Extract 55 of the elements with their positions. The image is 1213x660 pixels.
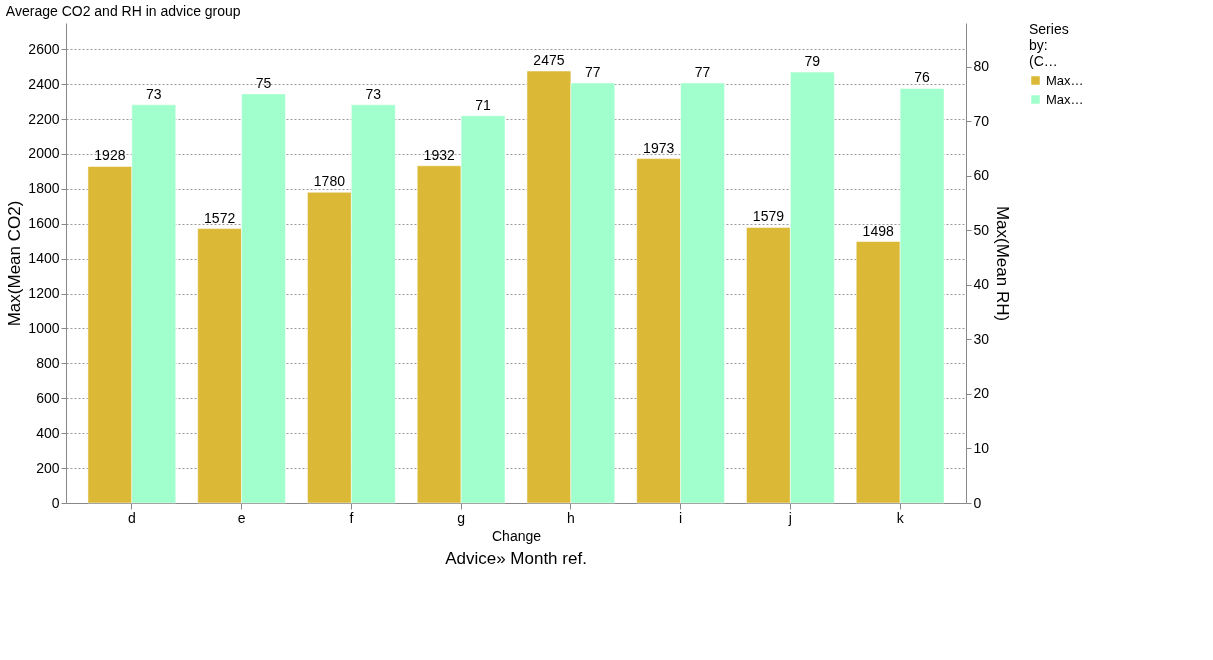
data-label: 77 [694, 64, 711, 80]
y2-tick-label: 0 [973, 494, 982, 511]
y2-tick-label: 20 [973, 385, 990, 402]
x-tick-label: k [896, 509, 905, 526]
data-label: 76 [914, 69, 931, 86]
y-axis-title: Max(Mean CO2) [5, 200, 25, 327]
legend-label: Max… [1046, 72, 1084, 88]
data-label: 1579 [752, 208, 785, 225]
x-tick-label: g [457, 509, 466, 526]
data-label: 2475 [533, 52, 565, 68]
legend-title: Series by: (C… [1029, 21, 1069, 69]
data-label: 77 [585, 64, 601, 80]
data-label: 71 [475, 96, 492, 113]
data-label: 79 [804, 53, 821, 70]
x-tick-label: e [237, 509, 246, 526]
y2-tick-label: 70 [973, 112, 990, 129]
y-tick-label: 1400 [28, 250, 60, 267]
y-tick-label: 600 [36, 389, 60, 406]
y-tick-label: 2400 [28, 75, 60, 92]
y2-tick-label: 50 [973, 221, 990, 238]
x-tick-label: h [566, 509, 575, 526]
x-tick-label: i [679, 509, 683, 526]
y-tick-label: 2200 [28, 110, 60, 127]
data-label: 75 [255, 74, 272, 91]
y-tick-label: 2600 [28, 40, 60, 57]
y-tick-label: 1000 [28, 319, 60, 336]
x-axis-title: Change [491, 527, 542, 544]
y-tick-label: 400 [36, 424, 60, 441]
data-label: 73 [146, 85, 162, 102]
y2-tick-label: 60 [973, 167, 990, 184]
x-tick-label: f [349, 509, 354, 526]
y2-tick-label: 10 [973, 439, 990, 456]
text: Advice» Month ref. [445, 549, 587, 568]
y-tick-label: 800 [36, 354, 60, 371]
data-label: 1928 [94, 147, 126, 164]
y2-axis-title: Max(Mean RH) [993, 205, 1013, 322]
data-label: 73 [365, 85, 382, 102]
y-tick-label: 1200 [28, 285, 60, 302]
y2-tick-label: 30 [973, 330, 990, 347]
y2-tick-label: 80 [973, 58, 990, 75]
y-tick-label: 200 [36, 459, 60, 476]
y-tick-label: 2000 [28, 145, 60, 162]
x-tick-label: j [787, 509, 792, 526]
chart-title: Average CO2 and RH in advice group [5, 3, 241, 19]
legend-label: Max… [1046, 91, 1084, 107]
data-label: 1572 [204, 209, 236, 226]
data-label: 1932 [423, 146, 455, 163]
data-label: 1973 [643, 139, 675, 156]
y-tick-label: 1800 [28, 180, 60, 197]
y2-tick-label: 40 [973, 276, 990, 293]
x-tick-label: d [127, 509, 136, 526]
y-tick-label: 1600 [28, 215, 60, 232]
y-tick-label: 0 [51, 494, 60, 511]
data-label: 1498 [862, 222, 894, 239]
data-label: 1780 [313, 173, 346, 190]
